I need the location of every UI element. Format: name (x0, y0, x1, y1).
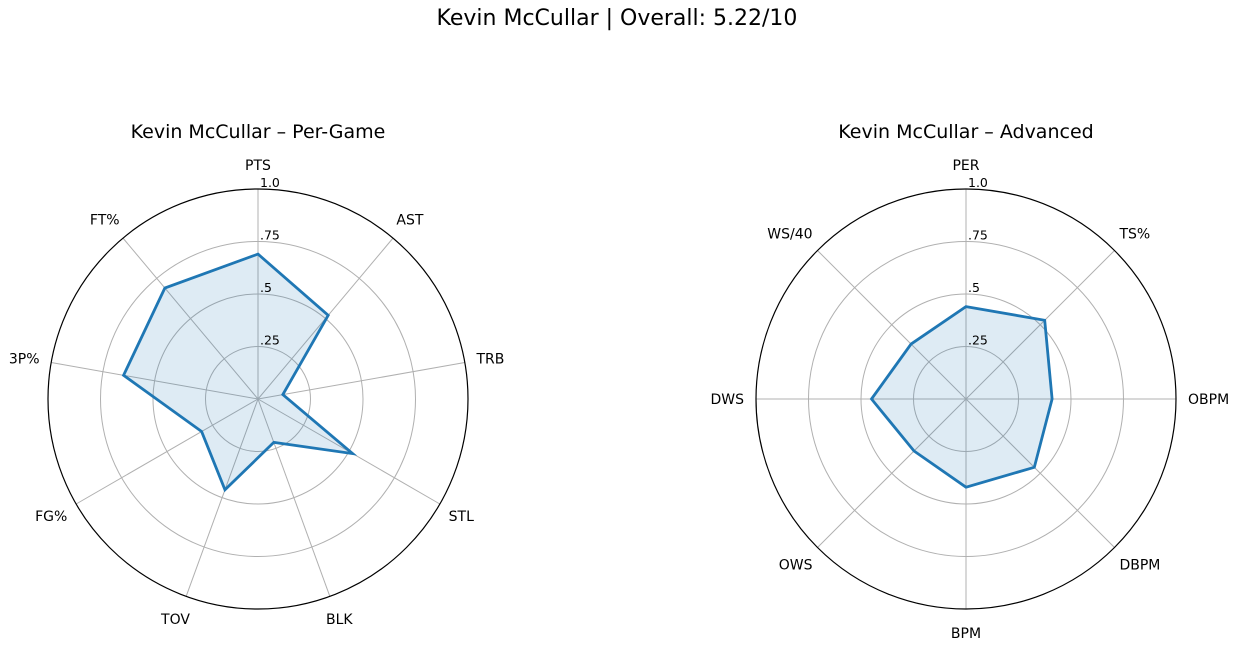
axis-label-blk: BLK (326, 612, 353, 628)
axis-label-3p-pct: 3P% (9, 351, 40, 367)
spoke-line (257, 398, 331, 597)
spoke-line (965, 250, 1115, 400)
outer-frame (47, 188, 469, 610)
figure-suptitle: Kevin McCullar | Overall: 5.22/10 (436, 6, 798, 31)
axis-label-stl: STL (449, 509, 474, 525)
data-line (869, 305, 1054, 489)
axis-label-bpm: BPM (951, 626, 981, 642)
chart-title: Kevin McCullar – Advanced (838, 121, 1093, 143)
axis-label-ft-pct: FT% (90, 213, 120, 229)
r-tick-label: .75 (260, 228, 280, 243)
data-area (871, 306, 1053, 488)
axis-label-ast: AST (396, 213, 423, 229)
r-tick-label: 1.0 (260, 175, 280, 190)
axis-label-per: PER (952, 158, 979, 174)
r-tick-label: .25 (260, 333, 280, 348)
axis-label-ts-pct: TS% (1118, 227, 1150, 243)
spoke-line (817, 398, 967, 548)
axis-label-tov: TOV (160, 612, 190, 628)
spoke-line (965, 398, 1115, 548)
spoke-line (122, 237, 259, 400)
r-tick-label: .25 (968, 333, 988, 348)
axis-label-ws-40: WS/40 (767, 227, 812, 243)
r-tick-label: .75 (968, 228, 988, 243)
axis-label-ows: OWS (779, 557, 813, 573)
spoke-line (75, 398, 259, 505)
r-tick-label: .5 (260, 280, 272, 295)
r-tick-label: 1.0 (968, 175, 988, 190)
spoke-line (185, 398, 259, 597)
axis-label-trb: TRB (475, 351, 504, 367)
axis-label-pts: PTS (245, 158, 271, 174)
data-area (123, 254, 353, 490)
axis-label-dbpm: DBPM (1119, 557, 1160, 573)
data-line (121, 252, 358, 493)
spoke-line (51, 362, 259, 400)
axis-label-dws: DWS (710, 392, 744, 408)
spoke-line (817, 250, 967, 400)
chart-title: Kevin McCullar – Per-Game (131, 121, 386, 143)
outer-frame (755, 188, 1177, 610)
axis-label-obpm: OBPM (1188, 392, 1229, 408)
r-tick-label: .5 (968, 280, 980, 295)
spoke-line (257, 362, 465, 400)
axis-label-fg-pct: FG% (35, 509, 67, 525)
